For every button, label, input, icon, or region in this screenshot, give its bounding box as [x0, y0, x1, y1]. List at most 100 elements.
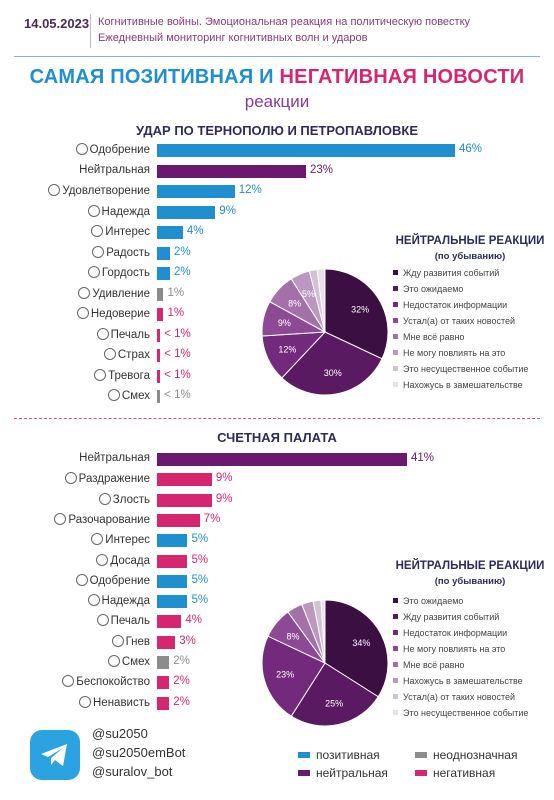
- bar-value-label: 23%: [310, 163, 334, 176]
- bar: [157, 164, 306, 178]
- bar-category-text: Интерес: [105, 226, 150, 238]
- pie-legend-swatch: [393, 614, 398, 619]
- pie-legend-swatch: [393, 646, 398, 651]
- bar-value-label: 4%: [185, 614, 202, 627]
- bar-category-label: Нейтральная: [79, 452, 150, 464]
- pie-legend-label: Это ожидаемо: [403, 596, 464, 606]
- bar: [157, 267, 170, 280]
- bar-value-label: 2%: [173, 675, 190, 688]
- bar: [157, 534, 188, 548]
- pie-legend-label: Мне всё равно: [403, 660, 465, 670]
- bar-category-text: Удовлетворение: [62, 185, 150, 197]
- telegram-icon[interactable]: [30, 730, 80, 780]
- bar-value-label: < 1%: [164, 327, 191, 340]
- title-negative: НЕГАТИВНАЯ: [279, 66, 418, 88]
- bar-category-text: Раздражение: [78, 473, 150, 486]
- handle-link-2[interactable]: @su2050emBot: [92, 745, 186, 760]
- proud-icon: [87, 266, 100, 278]
- worried-icon: [94, 368, 107, 381]
- pie-legend-label: Не могу повлиять на это: [403, 348, 506, 358]
- bar-category-text: Одобрение: [89, 574, 150, 587]
- pie-chart-2: 34% 25% 23% 8%: [261, 599, 389, 727]
- bar-row: Радость 2%: [0, 245, 554, 263]
- bar-category-label: Гордость: [87, 266, 150, 279]
- bar-category-text: Удивление: [92, 287, 150, 300]
- bar-chart-1: Одобрение 46% Нейтральная 23% Удовлетворение…: [0, 142, 554, 412]
- legend-negative: негативная: [415, 766, 495, 780]
- bar-category-label: Раздражение: [64, 472, 150, 486]
- bar-row: Разочарование 7%: [0, 512, 554, 530]
- bar-category-text: Печаль: [110, 615, 150, 628]
- bar-value-label: 9%: [215, 492, 233, 505]
- pie-slice: [320, 599, 326, 664]
- pie-slice-label: 9%: [278, 318, 291, 328]
- disappointed-icon: [54, 512, 67, 525]
- pie-legend-item: Не могу повлиять на это: [393, 348, 505, 358]
- bar: [157, 453, 407, 466]
- surprised-icon: [78, 286, 91, 299]
- bar-category-text: Нейтральная: [79, 163, 150, 176]
- pie-legend-item: Мне всё равно: [393, 660, 464, 670]
- pie-legend-item: Жду развития событий: [393, 612, 499, 622]
- thinking-icon: [91, 225, 104, 237]
- bar-row: Тревога < 1%: [0, 368, 554, 386]
- bar: [157, 656, 170, 669]
- handle-link-3[interactable]: @suralov_bot: [92, 764, 173, 779]
- bar: [157, 574, 188, 588]
- anxious-icon: [62, 675, 75, 688]
- pie-slice-label: 8%: [288, 299, 301, 309]
- pie-legend-item: Недостаток информации: [393, 300, 507, 310]
- pie-legend-swatch: [393, 270, 398, 275]
- legend-ambiguous-label: неоднозначная: [433, 748, 518, 762]
- pie-slice: [290, 662, 379, 727]
- thinking-icon: [91, 533, 104, 546]
- title-news: НОВОСТИ: [422, 66, 525, 88]
- bar: [157, 205, 216, 219]
- bar-category-text: Гордость: [101, 267, 150, 279]
- pie-legend-label: Это несущественное событие: [403, 708, 529, 718]
- header-divider: [90, 14, 91, 48]
- pie-slice-label: 32%: [351, 305, 369, 315]
- sad-icon: [96, 614, 109, 627]
- page-title: САМАЯ ПОЗИТИВНАЯ И НЕГАТИВНАЯ НОВОСТИ: [0, 66, 554, 89]
- pie-legend-label: Устал(а) от таких новостей: [403, 316, 516, 326]
- pie-slice-label: 8%: [286, 631, 299, 641]
- pie-2-title: НЕЙТРАЛЬНЫЕ РЕАКЦИИ: [395, 560, 545, 572]
- pie-legend-item: Нахожусь в замешательстве: [393, 676, 523, 686]
- pie-1-subtitle: (по убыванию): [434, 251, 506, 262]
- hate-icon: [79, 695, 91, 708]
- bar: [157, 349, 161, 362]
- annoyed-icon: [64, 472, 77, 485]
- sad-icon: [96, 327, 109, 340]
- angry-icon: [98, 492, 111, 505]
- pie-legend-swatch: [393, 302, 398, 307]
- bar-row: Гнев 3%: [0, 634, 554, 652]
- bar: [157, 226, 183, 239]
- pie-legend-swatch: [393, 350, 398, 355]
- bar: [157, 328, 161, 342]
- pie-slice: [316, 268, 326, 333]
- pie-2-legend: Это ожидаемо Жду развития событий Недостат…: [393, 596, 553, 726]
- bar: [157, 287, 164, 301]
- title-positive: САМАЯ ПОЗИТИВНАЯ: [29, 66, 254, 88]
- rage-icon: [111, 634, 124, 647]
- bar-row: Надежда 9%: [0, 204, 554, 222]
- pie-legend-label: Жду развития событий: [403, 612, 500, 622]
- bar-category-text: Разочарование: [68, 513, 150, 526]
- pie-legend-swatch: [393, 286, 398, 291]
- pie-legend-swatch: [393, 366, 398, 371]
- pie-slice-label: 5%: [302, 289, 315, 299]
- grin-icon: [92, 245, 105, 258]
- pie-legend-swatch: [393, 630, 398, 635]
- bar-row: Нейтральная 41%: [0, 451, 554, 469]
- fear-icon: [103, 348, 116, 360]
- bar-category-text: Злость: [112, 493, 150, 506]
- bar: [157, 513, 200, 527]
- legend-neutral: нейтральная: [298, 766, 388, 780]
- handle-link-1[interactable]: @su2050: [92, 726, 148, 741]
- pie-slice: [281, 331, 383, 396]
- bar-value-label: 5%: [191, 553, 209, 566]
- bar-category-text: Гнев: [125, 635, 150, 648]
- pie-slice-label: 12%: [278, 345, 296, 355]
- bar-value-label: 1%: [167, 307, 185, 319]
